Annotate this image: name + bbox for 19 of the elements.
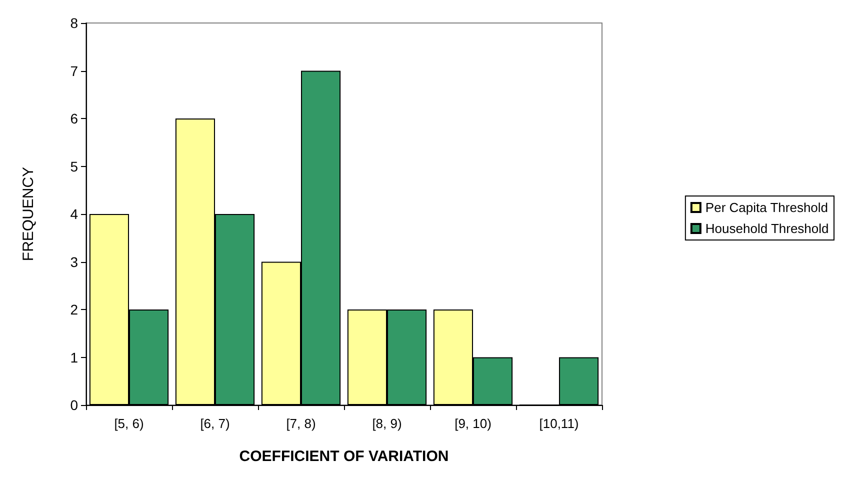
x-tick-label: [7, 8) xyxy=(286,416,316,431)
y-tick-label: 6 xyxy=(70,110,78,126)
y-tick-label: 1 xyxy=(70,349,78,366)
y-tick-label: 2 xyxy=(70,302,78,318)
x-axis-title: COEFFICIENT OF VARIATION xyxy=(239,448,449,465)
y-tick-label: 3 xyxy=(70,254,78,270)
y-axis-title: FREQUENCY xyxy=(20,166,37,262)
x-tick-label: [6, 7) xyxy=(200,416,230,431)
y-tick-label: 5 xyxy=(70,158,78,174)
y-tick-label: 8 xyxy=(70,15,78,31)
x-tick-label: [10,11) xyxy=(539,416,579,431)
legend-label: Per Capita Threshold xyxy=(705,200,828,215)
y-tick-label: 0 xyxy=(70,397,78,413)
legend-label: Household Threshold xyxy=(705,221,829,236)
y-tick-label: 4 xyxy=(70,206,78,222)
y-tick-label: 7 xyxy=(70,62,78,79)
x-tick-label: [5, 6) xyxy=(114,416,144,431)
x-tick-label: [9, 10) xyxy=(454,416,492,431)
x-tick-label: [8, 9) xyxy=(372,416,402,431)
